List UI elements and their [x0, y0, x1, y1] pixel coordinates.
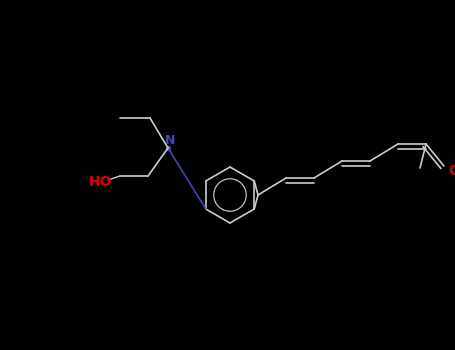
- Text: HO: HO: [88, 175, 112, 189]
- Text: N: N: [165, 133, 175, 147]
- Text: O: O: [448, 164, 455, 178]
